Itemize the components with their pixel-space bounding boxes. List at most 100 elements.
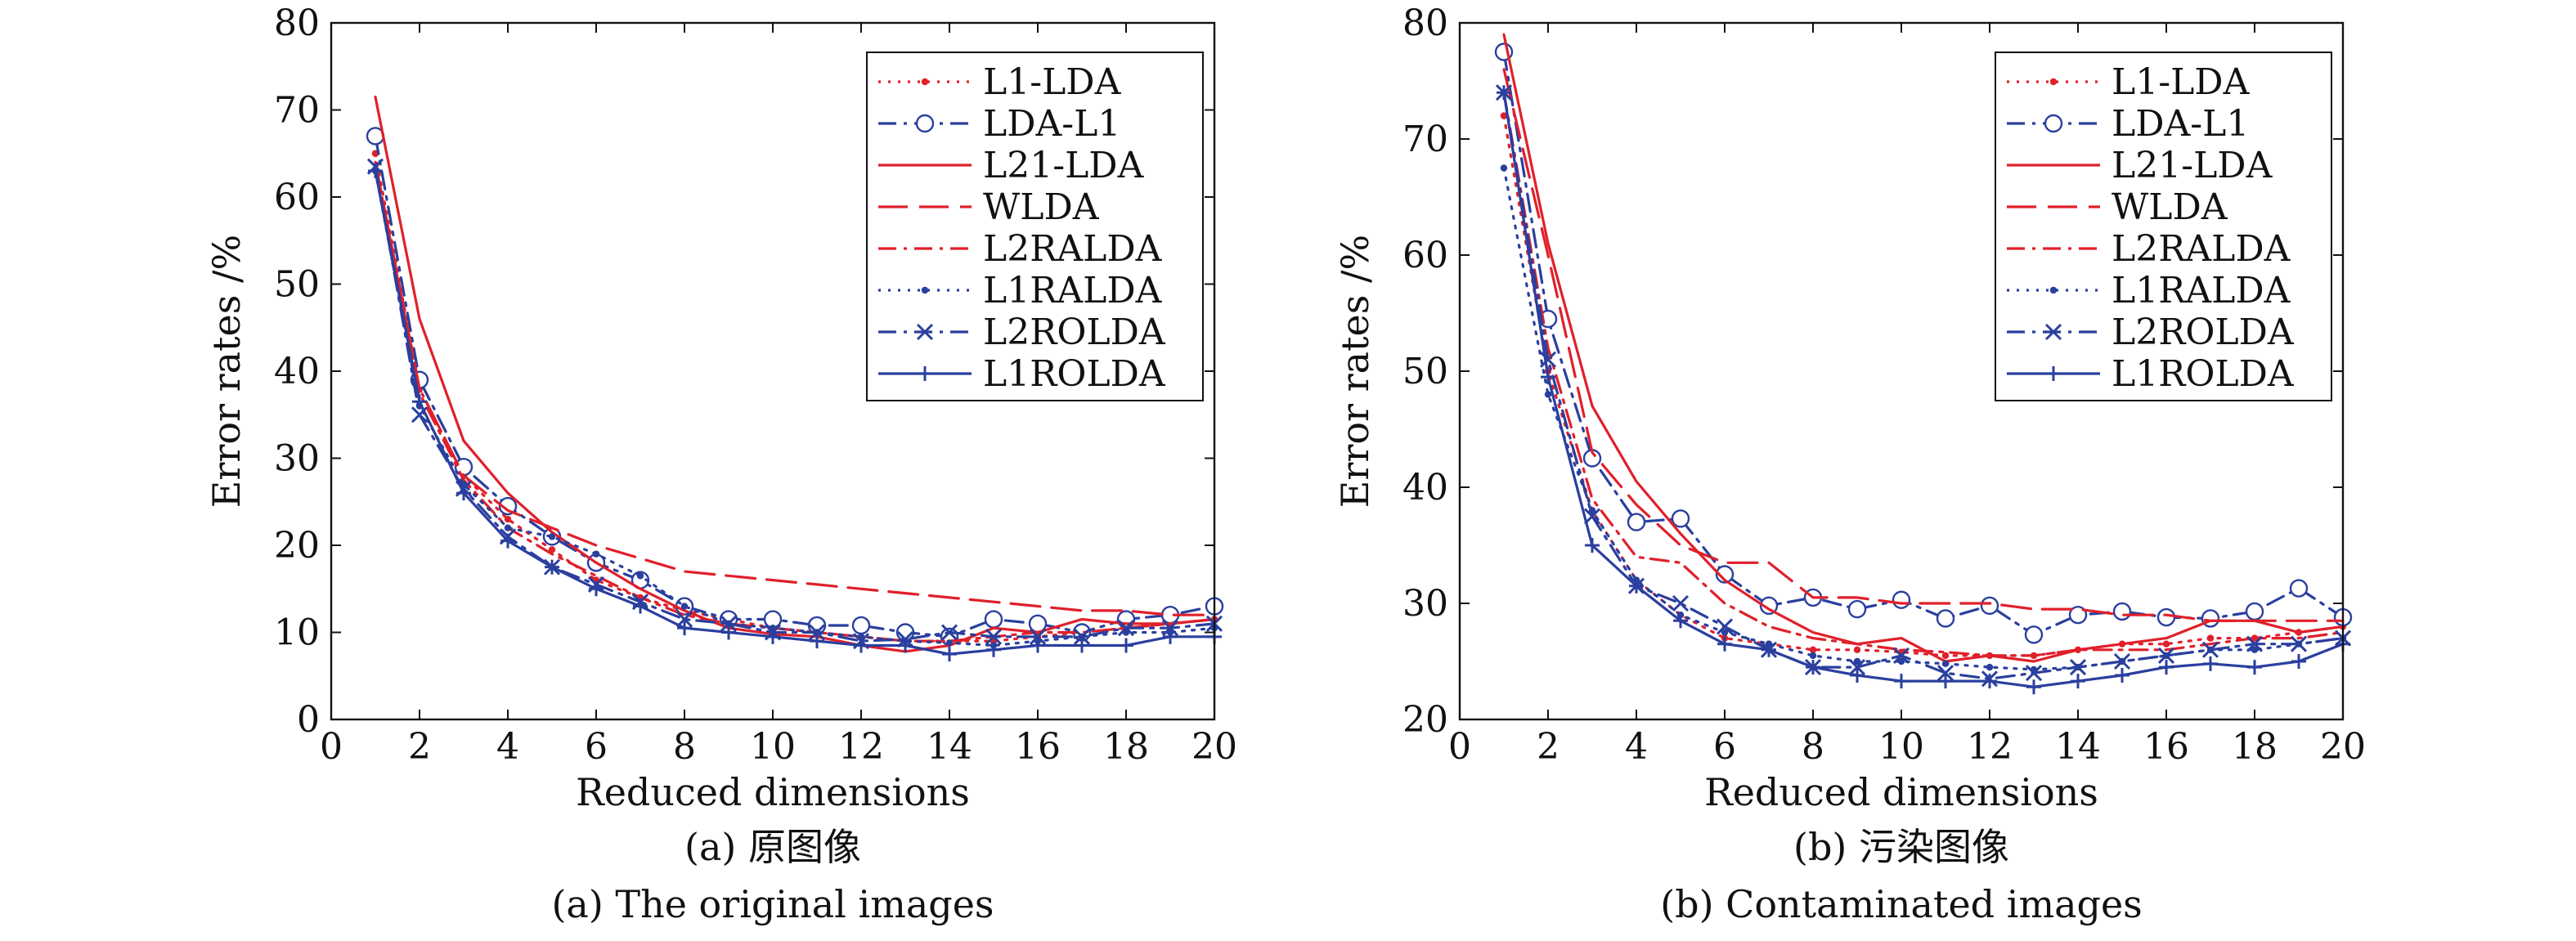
chart-b-point-l1-lda-8 bbox=[1809, 646, 1817, 653]
chart-a-point-l2rolda-16 bbox=[1029, 628, 1047, 645]
chart-b-ytick-label-70: 70 bbox=[1402, 119, 1448, 160]
chart-b-point-l1ralda-6 bbox=[1721, 629, 1729, 636]
chart-b-ytick-label-60: 60 bbox=[1402, 235, 1448, 276]
chart-b-point-l1rolda-2 bbox=[1541, 370, 1555, 385]
chart-b-point-lda-l1-18 bbox=[2245, 602, 2264, 621]
chart-b-caption-cn: (b) 污染图像 bbox=[1793, 825, 2009, 869]
chart-a-point-l1rolda-1 bbox=[368, 164, 383, 179]
chart-a-legend-marker-l1ralda bbox=[921, 286, 929, 294]
chart-a-xtick-label-18: 18 bbox=[1103, 726, 1149, 768]
chart-a-series-l21-lda bbox=[374, 95, 1216, 653]
chart-b-xlabel: Reduced dimensions bbox=[1704, 770, 2098, 814]
chart-a-point-l1rolda-5 bbox=[545, 559, 559, 575]
chart-b-legend-marker-l1ralda bbox=[2049, 286, 2058, 294]
chart-a-point-lda-l1-18 bbox=[1116, 610, 1136, 629]
chart-b-point-lda-l1-4 bbox=[1627, 513, 1646, 531]
chart-a-legend-box bbox=[866, 52, 1204, 401]
chart-b-point-l1-lda-16 bbox=[2162, 640, 2170, 647]
chart-b-point-l1rolda-19 bbox=[2291, 654, 2306, 669]
chart-a-ytick-label-50: 50 bbox=[274, 264, 320, 306]
chart-a-ytick-label-40: 40 bbox=[274, 351, 320, 392]
chart-b-xtick-label-10: 10 bbox=[1878, 726, 1924, 768]
chart-b-point-l1ralda-8 bbox=[1809, 652, 1817, 660]
chart-a-xlabel: Reduced dimensions bbox=[576, 770, 970, 814]
chart-a-xtick-label-10: 10 bbox=[750, 726, 796, 768]
chart-a-ytick-label-30: 30 bbox=[274, 438, 320, 480]
chart-b-point-lda-l1-15 bbox=[2112, 602, 2132, 621]
chart-b-point-l2rolda-9 bbox=[1848, 659, 1866, 676]
chart-b-series-l2ralda bbox=[1502, 91, 2345, 657]
chart-b-legend-label-l1ralda: L1RALDA bbox=[2112, 270, 2291, 311]
chart-b-point-l1rolda-4 bbox=[1629, 578, 1644, 594]
chart-a-point-l2rolda-9 bbox=[720, 615, 738, 632]
chart-b-point-l1-lda-11 bbox=[1941, 652, 1950, 660]
chart-b-xtick-label-18: 18 bbox=[2232, 726, 2278, 768]
chart-a-point-l1ralda-6 bbox=[592, 550, 600, 558]
chart-b-point-lda-l1-12 bbox=[1980, 596, 1999, 616]
chart-a-ytick-label-60: 60 bbox=[274, 177, 320, 218]
chart-b-xtick-label-2: 2 bbox=[1537, 726, 1560, 768]
chart-a-point-l1rolda-16 bbox=[1030, 638, 1045, 653]
chart-a-point-l1rolda-12 bbox=[854, 638, 868, 653]
chart-b-series-lda-l1 bbox=[1494, 43, 2353, 644]
chart-a-ytick-label-80: 80 bbox=[274, 2, 320, 44]
chart-b-point-lda-l1-16 bbox=[2156, 607, 2176, 627]
chart-b-point-lda-l1-11 bbox=[1936, 609, 1955, 628]
chart-b-point-l1-lda-9 bbox=[1853, 646, 1861, 653]
chart-a-xtick-label-14: 14 bbox=[927, 726, 972, 768]
chart-a-xtick-label-8: 8 bbox=[673, 726, 696, 768]
chart-b-point-lda-l1-6 bbox=[1715, 565, 1735, 584]
chart-b-point-l1rolda-13 bbox=[2026, 679, 2041, 695]
chart-a-point-l2rolda-14 bbox=[940, 624, 958, 641]
chart-panel-b: 0 2 4 6 8 10 12 14 16 18 20 20 30 40 50 60 70 80 Reduced d… bbox=[1333, 2, 2366, 926]
chart-a-legend-label-l1rolda: L1ROLDA bbox=[983, 353, 1166, 395]
chart-a-point-l1ralda-5 bbox=[548, 533, 556, 540]
chart-b-ylabel: Error rates /% bbox=[1333, 235, 1377, 508]
chart-b-point-l2rolda-16 bbox=[2157, 647, 2175, 664]
chart-a-ytick-label-0: 0 bbox=[297, 699, 320, 741]
chart-a-point-l1rolda-4 bbox=[500, 533, 515, 549]
chart-a-legend-label-l1-lda: L1-LDA bbox=[983, 61, 1122, 103]
chart-b-xtick-label-12: 12 bbox=[1967, 726, 2013, 768]
chart-b-legend: L1-LDALDA-L1L21-LDAWLDAL2RALDAL1RALDAL2R… bbox=[1995, 52, 2332, 401]
chart-b-legend-label-lda-l1: LDA-L1 bbox=[2112, 103, 2249, 145]
chart-b-point-l2rolda-10 bbox=[1892, 647, 1910, 664]
chart-b-point-l2rolda-17 bbox=[2201, 641, 2219, 658]
chart-b-point-l2rolda-14 bbox=[2069, 659, 2087, 676]
chart-b-point-lda-l1-9 bbox=[1847, 599, 1867, 619]
chart-b-legend-label-l2ralda: L2RALDA bbox=[2112, 228, 2291, 270]
chart-b-point-l1rolda-5 bbox=[1673, 613, 1688, 629]
chart-a-legend-label-wlda: WLDA bbox=[983, 186, 1100, 228]
chart-a-series-l2ralda bbox=[374, 160, 1216, 643]
chart-b-point-l1ralda-11 bbox=[1941, 660, 1950, 668]
chart-b-point-lda-l1-10 bbox=[1892, 590, 1911, 609]
chart-a-point-l1rolda-14 bbox=[942, 647, 957, 662]
chart-a-xtick-label-6: 6 bbox=[585, 726, 608, 768]
chart-a-point-l1rolda-9 bbox=[721, 625, 736, 640]
chart-a-legend-label-l2ralda: L2RALDA bbox=[983, 228, 1163, 270]
chart-b-legend-label-l1rolda: L1ROLDA bbox=[2112, 353, 2295, 395]
chart-b-point-l1ralda-1 bbox=[1500, 164, 1508, 172]
chart-b-legend-marker-l1-lda bbox=[2049, 78, 2058, 86]
chart-b-point-l1ralda-2 bbox=[1544, 391, 1552, 398]
chart-a-point-l1rolda-15 bbox=[986, 642, 1001, 657]
chart-a-legend-marker-l2rolda bbox=[916, 323, 934, 341]
chart-b-legend-box bbox=[1995, 52, 2332, 401]
chart-b-point-l1rolda-17 bbox=[2203, 656, 2218, 671]
chart-a-point-l1rolda-11 bbox=[810, 634, 824, 649]
chart-a-point-l1rolda-3 bbox=[456, 486, 471, 501]
chart-a-point-l1-lda-5 bbox=[548, 546, 556, 553]
chart-panel-a: 0 2 4 6 8 10 12 14 16 18 20 0 10 20 30 40 50 60 70 80 Reduce… bbox=[204, 2, 1237, 926]
chart-b-point-lda-l1-19 bbox=[2289, 579, 2309, 598]
chart-a-xtick-label-2: 2 bbox=[408, 726, 431, 768]
chart-b-line-wlda bbox=[1502, 68, 2345, 622]
chart-b-point-l1ralda-10 bbox=[1897, 657, 1905, 665]
chart-b-xtick-label-20: 20 bbox=[2320, 726, 2366, 768]
chart-a-xtick-label-0: 0 bbox=[320, 726, 343, 768]
chart-b-point-l1ralda-3 bbox=[1588, 507, 1596, 514]
chart-a-point-l1ralda-14 bbox=[945, 639, 954, 647]
chart-b-point-l1rolda-9 bbox=[1850, 668, 1865, 683]
chart-b-xtick-label-14: 14 bbox=[2055, 726, 2101, 768]
chart-a-point-lda-l1-12 bbox=[851, 616, 871, 635]
